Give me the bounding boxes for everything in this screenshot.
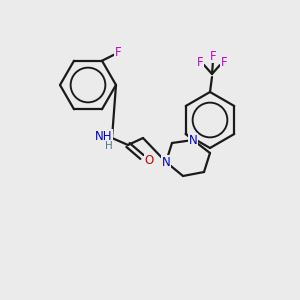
Text: F: F [210,50,216,62]
Text: F: F [197,56,203,68]
Text: N: N [189,134,197,146]
Text: H: H [105,141,113,151]
Text: F: F [221,56,227,68]
Text: F: F [115,46,121,59]
Text: O: O [144,154,154,167]
Text: NH: NH [95,130,113,142]
Text: N: N [162,155,170,169]
